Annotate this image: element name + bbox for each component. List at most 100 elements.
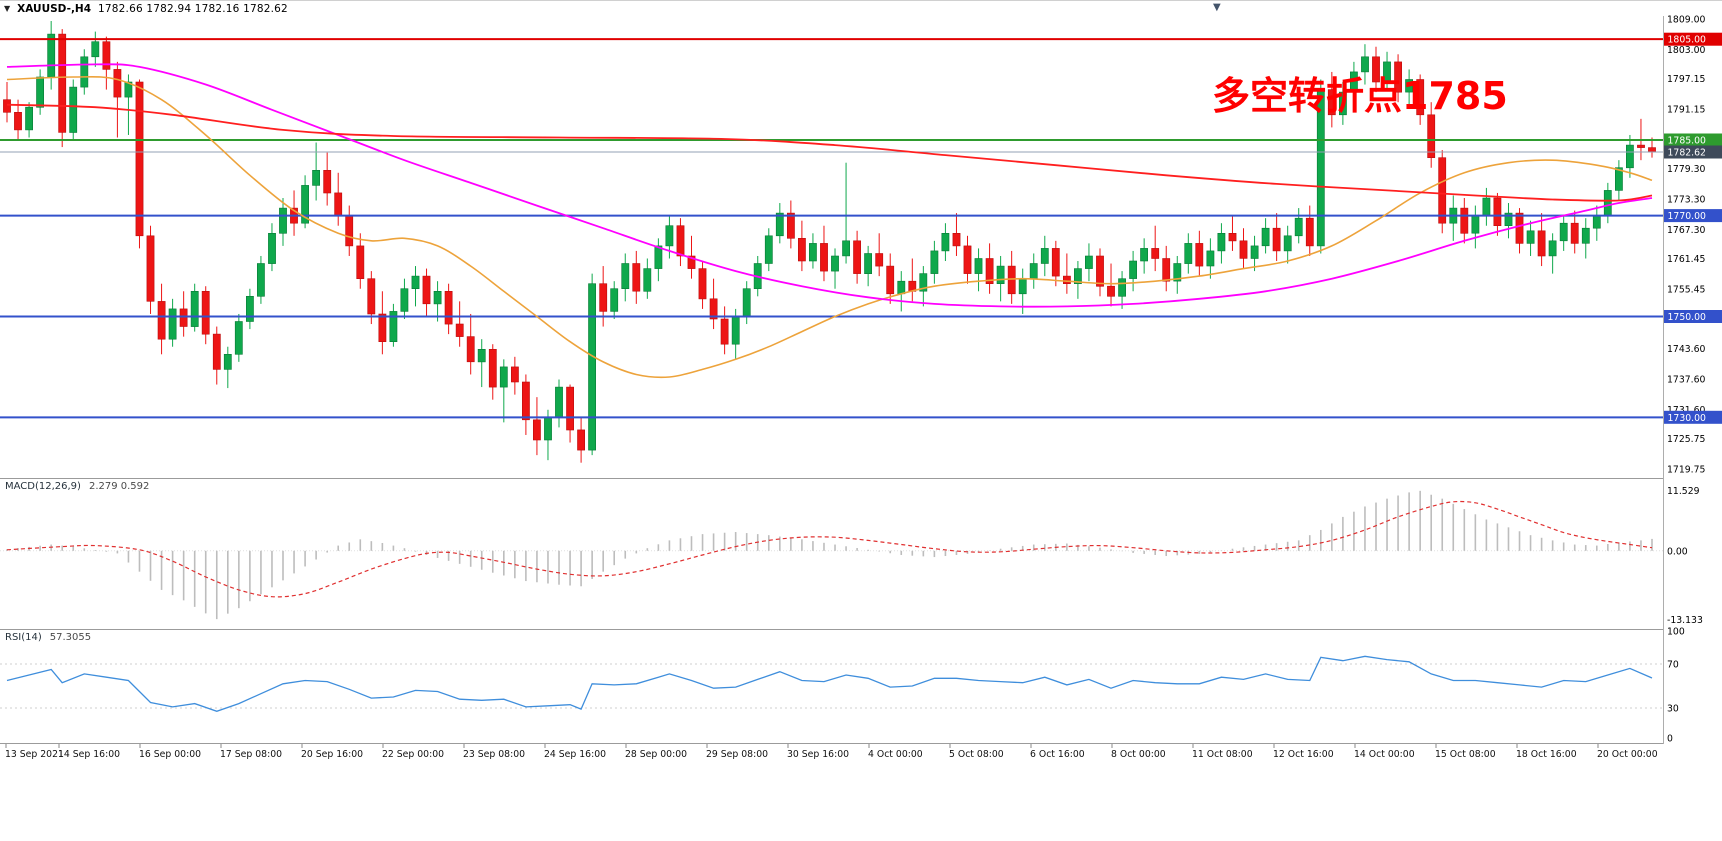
- collapse-triangle-icon[interactable]: ▼: [4, 5, 10, 13]
- candle-body: [765, 236, 772, 264]
- candle-body: [1063, 276, 1070, 284]
- candle-body: [820, 243, 827, 271]
- candle-body: [600, 284, 607, 312]
- candle-body: [1196, 243, 1203, 266]
- candle-body: [180, 309, 187, 327]
- candle-body: [533, 420, 540, 440]
- chart-shift-marker-icon[interactable]: ▼: [1213, 3, 1221, 13]
- candle-body: [1207, 251, 1214, 266]
- price-flag-label: 1785.00: [1668, 136, 1707, 147]
- candle-body: [368, 279, 375, 314]
- time-label: 23 Sep 08:00: [463, 749, 525, 760]
- price-flag-label: 1805.00: [1668, 35, 1707, 46]
- candle-body: [147, 236, 154, 301]
- candle-body: [401, 289, 408, 312]
- candle-body: [1560, 223, 1567, 241]
- candle-body: [898, 281, 905, 294]
- candle-body: [865, 254, 872, 274]
- candle-body: [798, 238, 805, 261]
- price-tick-label: 1809.00: [1667, 15, 1706, 26]
- candle-body: [1527, 231, 1534, 244]
- time-label: 13 Sep 2021: [5, 749, 64, 760]
- rsi-indicator-name: RSI(14): [5, 632, 42, 643]
- time-label: 17 Sep 08:00: [220, 749, 282, 760]
- candle-body: [1240, 241, 1247, 259]
- candle-body: [158, 301, 165, 339]
- candle-body: [1549, 241, 1556, 256]
- time-label: 11 Oct 08:00: [1192, 749, 1253, 760]
- chart-title-bar: ▼ XAUUSD-,H4 1782.66 1782.94 1782.16 178…: [4, 3, 288, 15]
- candle-body: [26, 107, 33, 130]
- candle-body: [699, 269, 706, 299]
- rsi-axis-label: 70: [1667, 660, 1679, 671]
- candle-body: [1439, 158, 1446, 224]
- candle-body: [1019, 279, 1026, 294]
- price-tick-label: 1773.30: [1667, 195, 1706, 206]
- candle-body: [14, 112, 21, 130]
- candle-body: [942, 233, 949, 251]
- price-tick-label: 1767.30: [1667, 225, 1706, 236]
- price-flag-label: 1782.62: [1668, 148, 1706, 159]
- candle-body: [931, 251, 938, 274]
- rsi-panel-label: RSI(14) 57.3055: [5, 632, 91, 643]
- candle-body: [1185, 243, 1192, 263]
- candle-body: [633, 264, 640, 292]
- time-label: 30 Sep 16:00: [787, 749, 849, 760]
- candle-body: [257, 264, 264, 297]
- candle-body: [1163, 259, 1170, 282]
- candle-body: [1626, 145, 1633, 168]
- candle-body: [1229, 233, 1236, 241]
- candle-body: [81, 57, 88, 87]
- price-flag-label: 1750.00: [1668, 312, 1707, 323]
- candle-body: [1494, 198, 1501, 226]
- rsi-line: [7, 656, 1652, 711]
- candle-body: [975, 259, 982, 274]
- candle-body: [622, 264, 629, 289]
- candle-body: [92, 42, 99, 57]
- time-label: 16 Sep 00:00: [139, 749, 201, 760]
- time-label: 14 Sep 16:00: [58, 749, 120, 760]
- time-label: 14 Oct 00:00: [1354, 749, 1415, 760]
- candle-body: [1604, 190, 1611, 215]
- candle-body: [887, 266, 894, 294]
- candle-body: [1295, 218, 1302, 236]
- candle-body: [357, 246, 364, 279]
- candle-body: [346, 216, 353, 246]
- candle-body: [522, 382, 529, 420]
- candle-body: [1571, 223, 1578, 243]
- candle-body: [644, 269, 651, 292]
- price-tick-label: 1737.60: [1667, 375, 1706, 386]
- time-label: 12 Oct 16:00: [1273, 749, 1334, 760]
- candle-body: [854, 241, 861, 274]
- price-tick-label: 1755.45: [1667, 285, 1706, 296]
- price-tick-label: 1743.60: [1667, 344, 1706, 355]
- candle-body: [423, 276, 430, 304]
- candle-body: [831, 256, 838, 271]
- time-label: 5 Oct 08:00: [949, 749, 1004, 760]
- candle-body: [1273, 228, 1280, 251]
- candle-body: [544, 417, 551, 440]
- candle-body: [235, 322, 242, 355]
- candle-body: [997, 266, 1004, 284]
- candle-body: [1251, 246, 1258, 259]
- annotation-text: 多空转折点1785: [1212, 65, 1508, 120]
- candle-body: [578, 430, 585, 450]
- price-tick-label: 1779.30: [1667, 164, 1706, 175]
- rsi-indicator-value: 57.3055: [50, 632, 91, 643]
- price-axis[interactable]: 1809.001803.001797.151791.151785.301779.…: [1664, 1, 1722, 841]
- time-label: 28 Sep 00:00: [625, 749, 687, 760]
- candle-body: [3, 100, 10, 113]
- candle-body: [1582, 228, 1589, 243]
- time-label: 20 Sep 16:00: [301, 749, 363, 760]
- candle-body: [136, 82, 143, 236]
- rsi-panel: [0, 656, 1663, 711]
- candle-body: [1085, 256, 1092, 269]
- candle-body: [809, 243, 816, 261]
- price-flag-label: 1770.00: [1668, 211, 1707, 222]
- candle-body: [412, 276, 419, 289]
- candle-body: [743, 289, 750, 317]
- candle-body: [268, 233, 275, 263]
- candle-body: [721, 319, 728, 344]
